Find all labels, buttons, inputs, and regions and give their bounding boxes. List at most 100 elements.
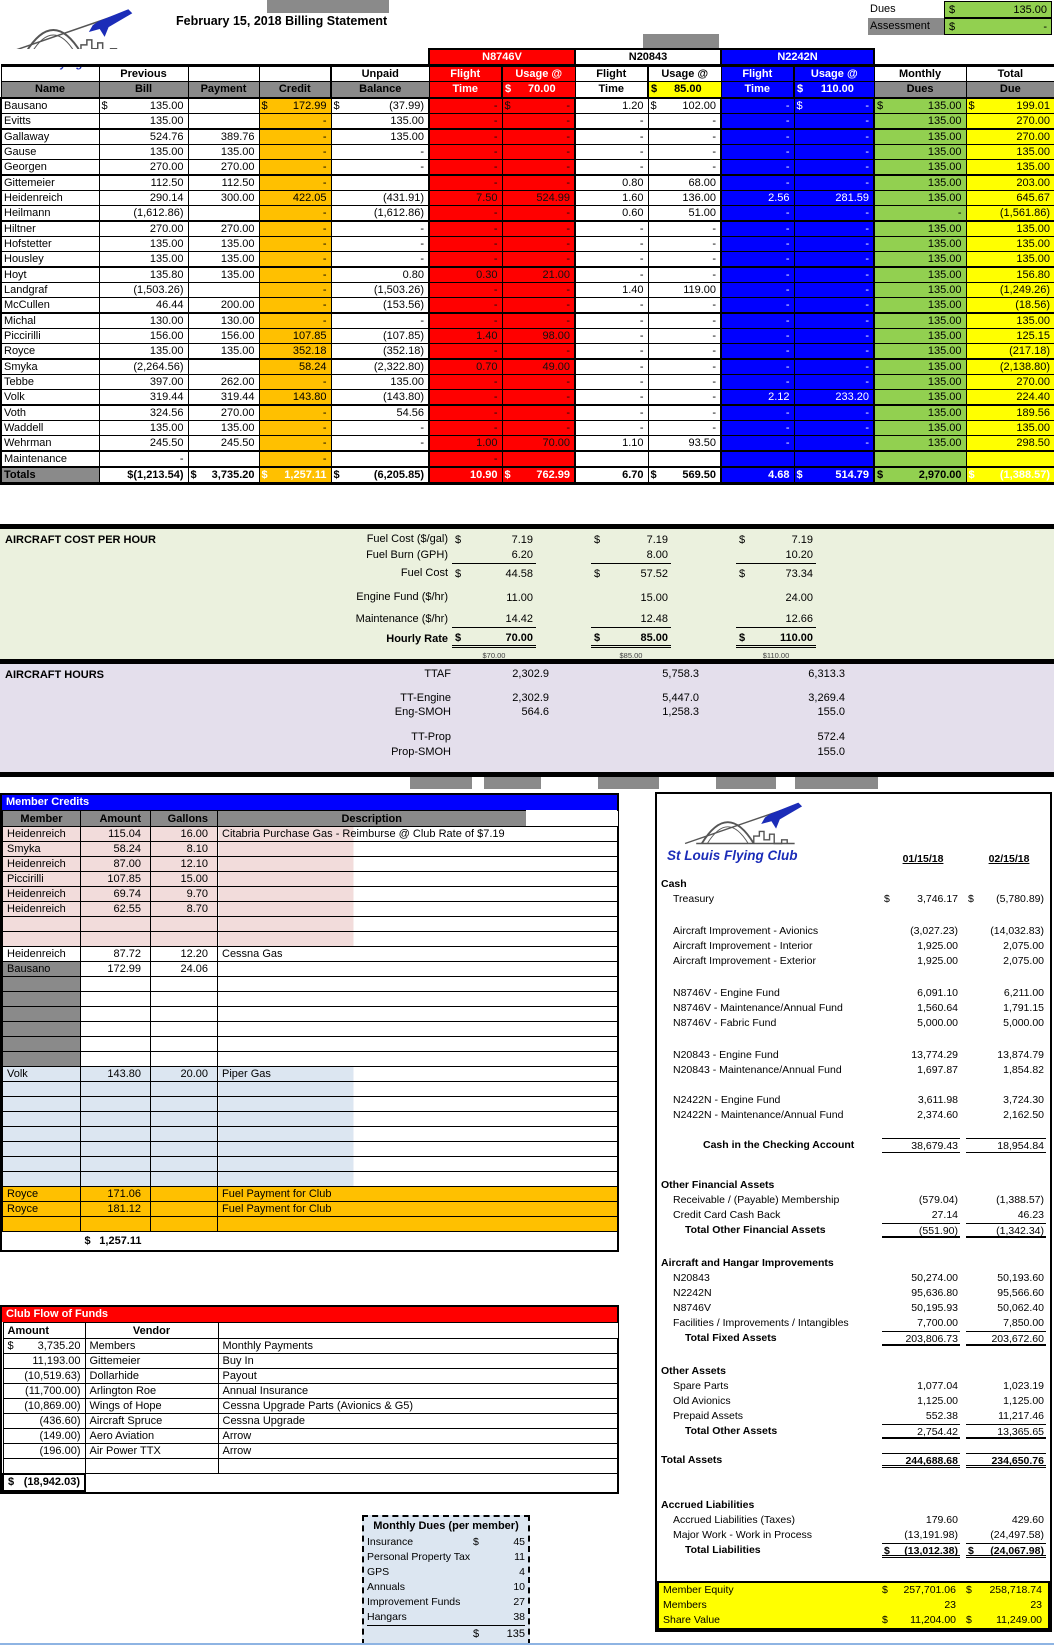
- column-header-cell[interactable]: Dues: [873, 81, 967, 99]
- credit-member[interactable]: Bausano: [2, 961, 81, 977]
- cell-n20843-flight-time[interactable]: -: [574, 419, 649, 436]
- credit-member[interactable]: [2, 1156, 81, 1172]
- cell-previous-bill[interactable]: 324.56: [98, 404, 189, 421]
- cell-previous-bill[interactable]: (1,503.26): [98, 281, 189, 298]
- cell-n2242n-flight-time[interactable]: -: [720, 250, 795, 268]
- hours-value-n8746v[interactable]: 2,302.9: [512, 692, 549, 704]
- balance-value-col2[interactable]: 46.23: [1017, 1209, 1044, 1221]
- balance-value-col2[interactable]: 3,724.30: [1003, 1094, 1044, 1106]
- cell-unpaid-balance[interactable]: -: [330, 250, 430, 268]
- cell-total-due[interactable]: 135.00: [965, 312, 1054, 329]
- cell-monthly-dues[interactable]: 135.00: [873, 158, 967, 176]
- flow-vendor[interactable]: Air Power TTX: [84, 1443, 219, 1459]
- credit-member[interactable]: Heidenreich: [2, 826, 81, 842]
- column-header-cell[interactable]: Usage @: [647, 64, 722, 82]
- cell-n2242n-flight-time[interactable]: -: [720, 327, 795, 344]
- column-header-cell[interactable]: $110.00: [793, 81, 875, 99]
- totals-n2242n-flight-time[interactable]: 4.68: [720, 465, 795, 485]
- cell-n20843-flight-time[interactable]: -: [574, 358, 649, 375]
- cell-n20843-flight-time[interactable]: -: [574, 373, 649, 390]
- credit-description[interactable]: [217, 1081, 526, 1097]
- cell-member-name[interactable]: Heilmann: [0, 204, 100, 222]
- cell-n20843-usage[interactable]: -: [647, 266, 723, 283]
- balance-value-col1[interactable]: [882, 1178, 960, 1193]
- cell-monthly-dues[interactable]: 135.00: [873, 250, 967, 268]
- cell-unpaid-balance[interactable]: -: [330, 312, 430, 329]
- credit-gallons[interactable]: [150, 1171, 218, 1187]
- cell-n8746v-flight-time[interactable]: -: [428, 312, 503, 329]
- balance-value-col1[interactable]: [882, 1031, 960, 1048]
- cell-n8746v-flight-time[interactable]: -: [428, 112, 503, 130]
- balance-value-col2[interactable]: (1,388.57): [996, 1194, 1044, 1206]
- cell-n8746v-usage[interactable]: -: [501, 158, 577, 176]
- balance-value-col2[interactable]: [966, 1256, 1046, 1271]
- credit-description[interactable]: [217, 1021, 526, 1037]
- cell-n8746v-flight-time[interactable]: -: [428, 373, 503, 390]
- cell-credit[interactable]: 143.80: [258, 388, 332, 406]
- cell-credit[interactable]: -: [258, 112, 332, 130]
- credit-description[interactable]: Citabria Purchase Gas - Reimburse @ Club…: [217, 826, 526, 842]
- cell-n8746v-usage[interactable]: 49.00: [501, 358, 577, 375]
- cell-n2242n-usage[interactable]: -: [793, 128, 876, 145]
- totals-total-due[interactable]: $ (1,388.57): [965, 465, 1054, 485]
- balance-value-col1[interactable]: 1,697.87: [917, 1064, 958, 1076]
- balance-value-col2[interactable]: 2,162.50: [1003, 1109, 1044, 1121]
- credit-gallons[interactable]: 8.10: [150, 841, 218, 857]
- cell-monthly-dues[interactable]: [873, 450, 967, 467]
- hours-value-n2242n[interactable]: 6,313.3: [808, 668, 845, 680]
- cell-n20843-flight-time[interactable]: -: [574, 220, 649, 237]
- credit-amount[interactable]: [80, 1141, 151, 1157]
- cell-monthly-dues[interactable]: 135.00: [873, 434, 967, 452]
- cell-payment[interactable]: 130.00: [187, 312, 260, 329]
- credit-amount[interactable]: 87.72: [80, 946, 151, 962]
- cell-payment[interactable]: 135.00: [187, 342, 260, 360]
- cell-n8746v-flight-time[interactable]: -: [428, 158, 503, 176]
- flow-vendor[interactable]: Wings of Hope: [84, 1398, 219, 1414]
- balance-value-col2[interactable]: 5,000.00: [1003, 1017, 1044, 1029]
- balance-value-col2[interactable]: [966, 1498, 1046, 1513]
- cost-value-n20843[interactable]: 8.00: [591, 548, 671, 564]
- credit-amount[interactable]: [80, 1096, 151, 1112]
- balance-value-col2[interactable]: 18,954.84: [966, 1138, 1046, 1153]
- credit-description[interactable]: [217, 976, 526, 992]
- cell-unpaid-balance[interactable]: 135.00: [330, 128, 430, 145]
- flow-amount[interactable]: (11,700.00): [2, 1383, 86, 1399]
- credit-amount[interactable]: [80, 1156, 151, 1172]
- cell-n8746v-usage[interactable]: -: [501, 112, 577, 130]
- credit-member[interactable]: [2, 991, 81, 1007]
- cell-payment[interactable]: [187, 204, 260, 222]
- cell-unpaid-balance[interactable]: (431.91): [330, 189, 430, 206]
- column-header-cell[interactable]: Bill: [98, 81, 189, 99]
- credit-gallons[interactable]: 16.00: [150, 826, 218, 842]
- cell-monthly-dues[interactable]: 135.00: [873, 327, 967, 344]
- cell-n8746v-flight-time[interactable]: 7.50: [428, 189, 503, 206]
- cell-previous-bill[interactable]: 130.00: [98, 312, 189, 329]
- cell-previous-bill[interactable]: 319.44: [98, 388, 189, 406]
- cell-total-due[interactable]: (217.18): [965, 342, 1054, 360]
- cell-n20843-flight-time[interactable]: -: [574, 112, 649, 130]
- cell-monthly-dues[interactable]: 135.00: [873, 235, 967, 252]
- cell-previous-bill[interactable]: 290.14: [98, 189, 189, 206]
- cell-monthly-dues[interactable]: 135.00: [873, 312, 967, 329]
- balance-value-col2[interactable]: 13,874.79: [997, 1049, 1044, 1061]
- flow-vendor[interactable]: Aircraft Spruce: [84, 1413, 219, 1429]
- credit-description[interactable]: Piper Gas: [217, 1066, 526, 1082]
- column-header-cell[interactable]: Credit: [258, 81, 332, 99]
- credit-amount[interactable]: [80, 1111, 151, 1127]
- balance-value-col1[interactable]: [882, 1346, 960, 1364]
- credit-member[interactable]: [2, 1081, 81, 1097]
- cell-previous-bill[interactable]: 46.44: [98, 296, 189, 314]
- hours-value-n20843[interactable]: 5,447.0: [662, 692, 699, 704]
- balance-value-col2[interactable]: 95,566.60: [997, 1287, 1044, 1299]
- cell-monthly-dues[interactable]: 135.00: [873, 419, 967, 436]
- cell-unpaid-balance[interactable]: -: [330, 220, 430, 237]
- cell-n20843-flight-time[interactable]: -: [574, 296, 649, 314]
- credit-member[interactable]: [2, 916, 81, 932]
- flow-description[interactable]: Monthly Payments: [217, 1338, 619, 1354]
- cell-previous-bill[interactable]: 135.80: [98, 266, 189, 283]
- cell-n2242n-usage[interactable]: -: [793, 342, 876, 360]
- cell-member-name[interactable]: Piccirilli: [0, 327, 100, 344]
- column-header-cell[interactable]: $70.00: [501, 81, 576, 99]
- cell-payment[interactable]: 270.00: [187, 404, 260, 421]
- hours-value-n8746v[interactable]: 564.6: [521, 706, 549, 718]
